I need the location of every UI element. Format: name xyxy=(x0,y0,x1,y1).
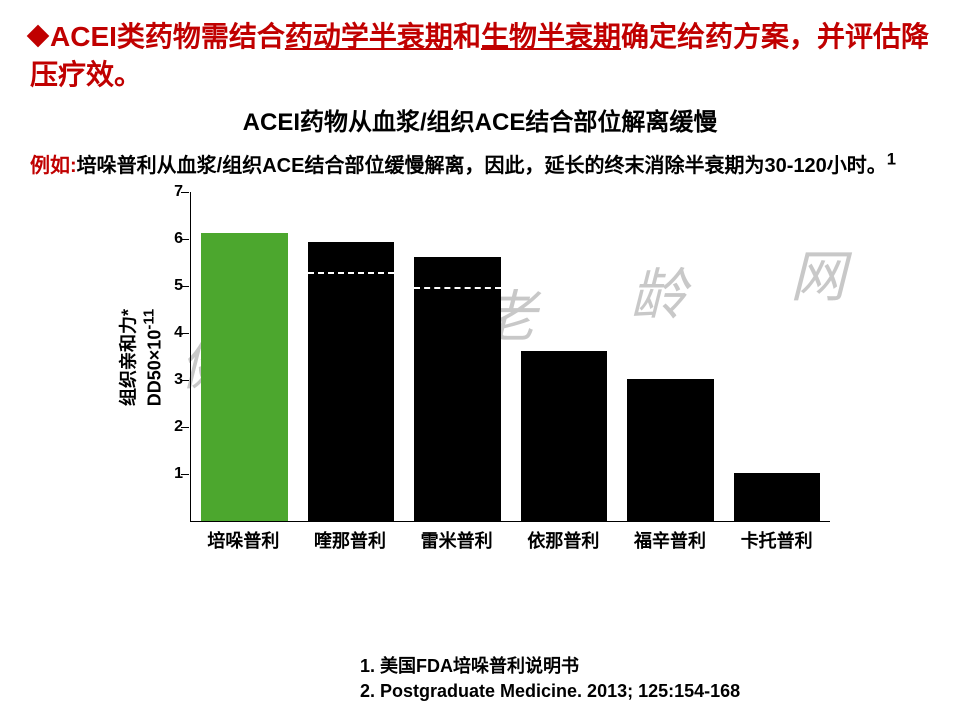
x-axis-label: 培哚普利 xyxy=(200,527,287,553)
y-tick-label: 7 xyxy=(163,183,183,201)
example-sup: 1 xyxy=(887,149,896,168)
x-axis-labels: 培哚普利喹那普利雷米普利依那普利福辛普利卡托普利 xyxy=(190,527,830,553)
x-axis-label: 依那普利 xyxy=(520,527,607,553)
y-tick-label: 4 xyxy=(163,324,183,342)
y-tick-label: 6 xyxy=(163,230,183,248)
ylabel-line2: DD50×10-11 xyxy=(141,257,166,457)
header-underline1: 药动学半衰期 xyxy=(285,21,453,52)
header-title: ACEI类药物需结合药动学半衰期和生物半衰期确定给药方案，并评估降压疗效。 xyxy=(30,18,930,94)
plot-area: 1234567 xyxy=(190,192,830,522)
references: 1. 美国FDA培哚普利说明书2. Postgraduate Medicine.… xyxy=(360,654,740,704)
reference-line: 2. Postgraduate Medicine. 2013; 125:154-… xyxy=(360,679,740,704)
header-part1: 类药物需结合 xyxy=(117,21,285,52)
bars-container xyxy=(191,192,830,521)
y-axis-label: 组织亲和力*DD50×10-11 xyxy=(115,257,166,457)
example-text: 培哚普利从血浆/组织ACE结合部位缓慢解离，因此，延长的终末消除半衰期为30-1… xyxy=(77,155,887,177)
subtitle: ACEI药物从血浆/组织ACE结合部位解离缓慢 xyxy=(30,102,930,137)
bar xyxy=(308,242,395,520)
y-tick-label: 3 xyxy=(163,371,183,389)
x-axis-label: 喹那普利 xyxy=(307,527,394,553)
y-tick-label: 1 xyxy=(163,465,183,483)
header-part2: 和 xyxy=(453,21,481,52)
y-tick-label: 5 xyxy=(163,277,183,295)
bar xyxy=(521,351,608,521)
bar xyxy=(627,379,714,520)
bar-dashline xyxy=(414,287,501,289)
example-label: 例如: xyxy=(30,155,77,177)
bar xyxy=(734,473,821,520)
bar-dashline xyxy=(308,272,395,274)
bar xyxy=(414,257,501,521)
example-text-block: 例如:培哚普利从血浆/组织ACE结合部位缓慢解离，因此，延长的终末消除半衰期为3… xyxy=(0,143,960,178)
x-axis-label: 卡托普利 xyxy=(733,527,820,553)
header-underline2: 生物半衰期 xyxy=(481,21,621,52)
acei-label: ACEI xyxy=(50,21,117,52)
ylabel-line1: 组织亲和力* xyxy=(115,257,141,457)
slide-header: ACEI类药物需结合药动学半衰期和生物半衰期确定给药方案，并评估降压疗效。 AC… xyxy=(0,0,960,143)
diamond-bullet xyxy=(27,25,50,48)
x-axis-label: 福辛普利 xyxy=(627,527,714,553)
bar-chart: 组织亲和力*DD50×10-11 1234567 培哚普利喹那普利雷米普利依那普… xyxy=(100,182,860,582)
bar xyxy=(201,233,288,521)
reference-line: 1. 美国FDA培哚普利说明书 xyxy=(360,654,740,679)
y-tick-label: 2 xyxy=(163,418,183,436)
x-axis-label: 雷米普利 xyxy=(413,527,500,553)
